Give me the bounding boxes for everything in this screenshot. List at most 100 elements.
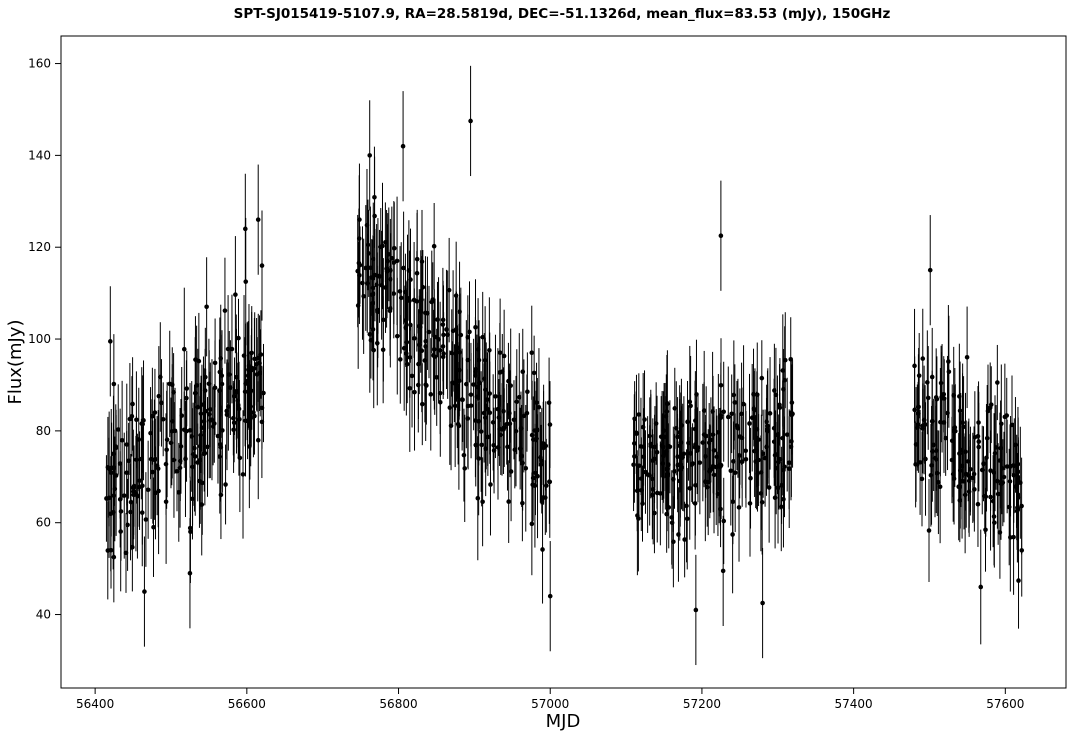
data-point <box>140 483 145 489</box>
data-point <box>725 414 731 420</box>
data-point <box>378 244 384 250</box>
x-tick-label: 57400 <box>835 697 873 711</box>
data-point <box>202 450 208 456</box>
data-point <box>367 153 373 158</box>
data-point <box>242 389 248 395</box>
chart-title: SPT-SJ015419-5107.9, RA=28.5819d, DEC=-5… <box>234 6 891 22</box>
data-point <box>215 433 221 439</box>
data-point <box>485 397 490 402</box>
data-point <box>776 459 781 465</box>
data-point <box>729 411 734 417</box>
data-point <box>139 421 145 426</box>
data-point <box>411 297 417 303</box>
data-point <box>386 252 392 257</box>
data-point <box>654 449 660 455</box>
data-point <box>1004 413 1010 418</box>
data-point <box>732 470 738 476</box>
data-point <box>461 452 467 458</box>
data-point <box>529 350 535 356</box>
data-point <box>788 356 794 362</box>
x-tick-label: 56600 <box>228 697 266 711</box>
data-point <box>490 420 496 425</box>
data-point <box>212 360 218 366</box>
data-point <box>710 432 716 437</box>
data-point <box>516 394 522 400</box>
data-point <box>152 410 158 415</box>
data-point <box>243 226 248 232</box>
data-point <box>777 405 783 410</box>
data-point <box>631 462 636 468</box>
data-point <box>437 390 443 396</box>
data-point <box>1014 485 1019 490</box>
data-point <box>245 418 250 424</box>
data-point <box>677 430 682 435</box>
data-point <box>957 408 963 414</box>
data-point <box>156 488 161 494</box>
data-point <box>391 291 397 296</box>
data-point <box>988 494 993 500</box>
data-point <box>205 444 210 450</box>
data-point <box>367 331 373 337</box>
data-point <box>203 374 208 380</box>
x-axis-label: MJD <box>546 711 581 732</box>
data-point <box>748 475 753 481</box>
data-point <box>919 476 925 482</box>
data-point <box>370 327 376 332</box>
data-point <box>225 346 231 352</box>
data-point <box>929 374 935 380</box>
data-point <box>252 366 257 371</box>
data-point <box>208 418 213 423</box>
data-point <box>131 489 136 494</box>
data-point <box>784 432 790 437</box>
data-point <box>781 467 786 473</box>
data-point <box>671 539 676 545</box>
data-point <box>531 370 537 376</box>
data-point <box>731 392 737 398</box>
data-point <box>431 243 437 249</box>
data-point <box>468 392 474 397</box>
data-point <box>766 485 772 490</box>
data-point <box>468 118 473 124</box>
data-point <box>419 348 425 354</box>
data-point <box>232 393 237 399</box>
data-point <box>501 427 506 432</box>
data-point <box>235 398 240 403</box>
data-point <box>223 482 228 487</box>
data-point <box>493 394 498 399</box>
data-point <box>491 448 497 453</box>
data-point <box>394 258 400 264</box>
data-point <box>991 514 997 519</box>
data-point <box>765 426 770 432</box>
y-tick-label: 120 <box>28 240 51 254</box>
data-point <box>124 442 130 447</box>
data-point <box>760 600 765 606</box>
data-point <box>543 483 549 488</box>
data-point <box>111 554 117 560</box>
data-point <box>675 454 680 459</box>
data-point <box>520 460 525 466</box>
data-point <box>932 455 938 461</box>
data-point <box>462 466 468 471</box>
data-point <box>113 445 119 451</box>
data-point <box>636 412 642 417</box>
data-point <box>648 441 654 447</box>
data-point <box>983 527 988 533</box>
data-point <box>540 547 545 552</box>
data-point <box>480 334 486 340</box>
data-point <box>423 338 429 344</box>
data-point <box>687 485 693 491</box>
data-point <box>105 548 111 553</box>
data-point <box>718 413 724 418</box>
data-point <box>397 289 403 294</box>
data-point <box>479 442 484 448</box>
x-tick-label: 57600 <box>986 697 1024 711</box>
data-point <box>753 459 758 464</box>
data-point <box>636 463 642 468</box>
data-point <box>513 428 519 434</box>
data-point <box>475 495 481 501</box>
data-point <box>525 389 530 394</box>
data-point <box>145 487 151 493</box>
data-point <box>128 499 134 505</box>
data-point <box>682 537 687 542</box>
